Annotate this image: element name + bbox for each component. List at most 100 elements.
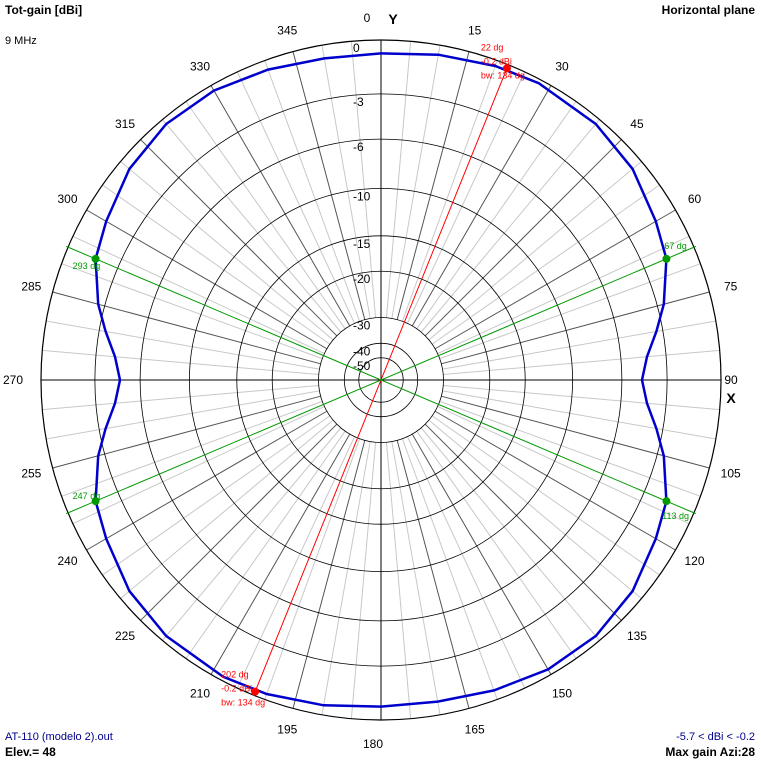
minor-spoke [72, 405, 325, 525]
max-gain-label: 22 dg [481, 42, 504, 52]
angle-label: 75 [724, 279, 738, 293]
major-spoke [52, 395, 321, 469]
gain-pattern-curve [94, 52, 668, 708]
angle-label: 90 [724, 373, 738, 387]
minor-spoke [236, 436, 356, 689]
ring-label: -30 [353, 318, 371, 332]
minor-spoke [321, 441, 371, 715]
half-power-label: 67 dg [664, 241, 687, 251]
angle-label: 225 [115, 629, 135, 643]
half-power-line [380, 245, 697, 381]
half-power-line [65, 245, 382, 381]
angle-label: 330 [190, 59, 210, 73]
max-gain-label: bw: 134 dg [221, 698, 265, 708]
major-spoke [86, 209, 328, 350]
minor-spoke [236, 71, 356, 324]
angle-label: 0 [364, 11, 371, 25]
half-power-label: 113 dg [662, 511, 689, 521]
angle-label: 15 [468, 23, 482, 37]
marker-dots: 22 dg -0.2 dBi bw: 134 dg 202 dg -0.2 dBi bw:… [73, 42, 689, 707]
ring-label: -15 [353, 237, 371, 251]
minor-spoke [385, 41, 412, 318]
minor-spoke [420, 119, 600, 333]
half-power-dot [662, 254, 671, 263]
minor-spoke [437, 235, 690, 355]
angle-label: 300 [57, 192, 77, 206]
major-spoke [210, 85, 351, 327]
max-gain-label: bw: 134 dg [481, 70, 525, 80]
angle-label: 255 [21, 467, 41, 481]
minor-spoke [120, 419, 334, 599]
minor-spoke [350, 442, 377, 719]
frequency-label: 9 MHz [5, 35, 37, 47]
major-spoke [424, 139, 622, 337]
ring-label: -3 [353, 95, 364, 109]
angle-label: 270 [3, 373, 23, 387]
x-axis-label: X [726, 390, 736, 406]
major-spoke [52, 291, 321, 365]
ring-label: 0 [353, 41, 360, 55]
major-spoke [210, 433, 351, 675]
major-spoke [441, 395, 710, 469]
major-spoke [140, 423, 338, 621]
elevation-label: Elev.= 48 [5, 745, 56, 759]
half-power-label: 293 dg [73, 261, 101, 271]
angle-label: 120 [684, 554, 704, 568]
y-axis-label: Y [388, 11, 398, 27]
half-power-line [65, 379, 382, 515]
angle-label: 345 [277, 23, 297, 37]
half-power-dot [662, 497, 671, 506]
angle-labels: 0 15 30 45 60 75 90 105 120 135 150 165 180 195 210 225… [3, 11, 741, 751]
minor-spoke [443, 349, 720, 376]
minor-spoke [406, 436, 526, 689]
angle-label: 180 [363, 737, 383, 751]
angle-label: 105 [721, 467, 741, 481]
max-gain-label: -0.2 dBi [481, 56, 512, 66]
max-gain-dot [251, 687, 260, 696]
ring-label: -10 [353, 189, 371, 203]
half-power-line [380, 379, 697, 515]
minor-spoke [442, 320, 716, 370]
angle-label: 45 [630, 117, 644, 131]
ring-label: -6 [353, 140, 364, 154]
max-gain-label: Max gain Azi:28 [665, 745, 755, 759]
max-gain-label: -0.2 dBi [221, 684, 252, 694]
major-spoke [86, 410, 328, 551]
minor-spoke [162, 119, 342, 333]
max-gain-line [254, 379, 382, 692]
ring-label: -40 [353, 344, 371, 358]
max-gain-label: 202 dg [221, 670, 249, 680]
angle-label: 150 [552, 687, 572, 701]
major-spoke [140, 139, 338, 337]
minor-spoke [46, 320, 320, 370]
minor-spoke [162, 427, 342, 641]
minor-spoke [428, 161, 642, 341]
angle-label: 195 [277, 723, 297, 737]
ring-labels: 0 -3 -6 -10 -15 -20 -30 -40-50 [353, 41, 371, 373]
minor-spoke [428, 419, 642, 599]
file-name-label: AT-110 (modelo 2).out [5, 731, 113, 743]
major-spoke [396, 51, 470, 320]
minor-spoke [391, 441, 441, 715]
minor-spoke [42, 384, 319, 411]
minor-spoke [420, 427, 600, 641]
half-power-dot [91, 497, 100, 506]
plane-label: Horizontal plane [661, 3, 755, 17]
minor-spoke [443, 384, 720, 411]
angle-label: 135 [627, 629, 647, 643]
major-spoke [434, 410, 676, 551]
major-spoke [411, 85, 552, 327]
major-spoke [441, 291, 710, 365]
ring-label: -20 [353, 272, 371, 286]
minor-spoke [120, 161, 334, 341]
ring-label: -50 [353, 359, 371, 373]
minor-spoke [72, 235, 325, 355]
half-power-dot [91, 254, 100, 263]
angle-label: 240 [57, 554, 77, 568]
angle-label: 315 [115, 117, 135, 131]
gain-range-label: -5.7 < dBi < -0.2 [676, 731, 755, 743]
minor-spoke [406, 71, 526, 324]
major-spoke [434, 209, 676, 350]
minor-spoke [385, 442, 412, 719]
